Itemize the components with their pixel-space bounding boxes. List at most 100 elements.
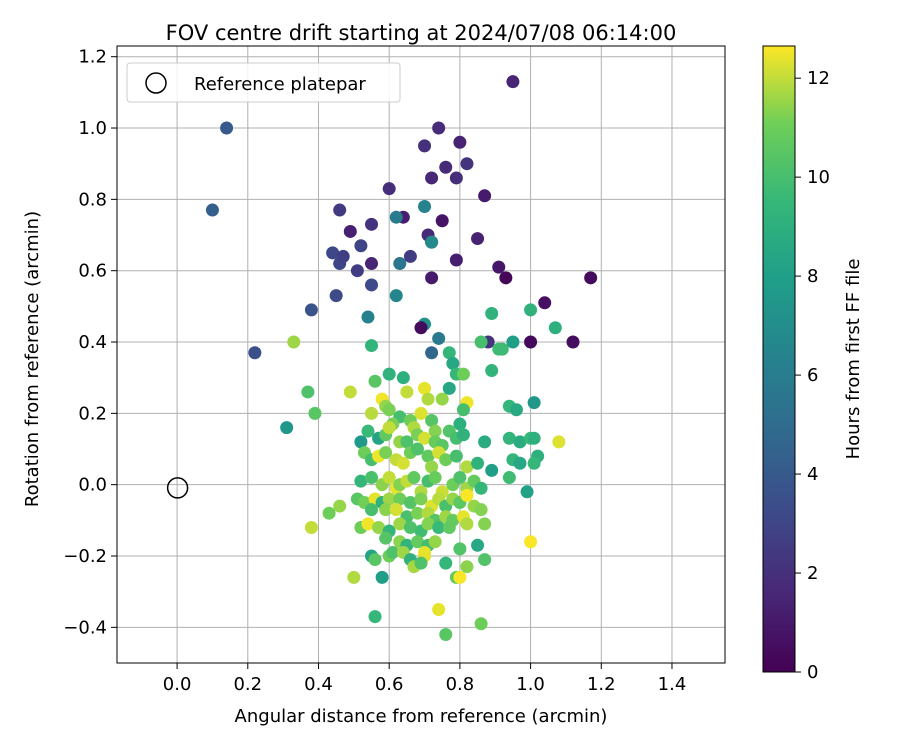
scatter-point xyxy=(432,603,446,617)
scatter-point xyxy=(396,456,410,470)
scatter-point xyxy=(449,171,463,185)
scatter-point xyxy=(386,545,400,559)
scatter-point xyxy=(425,346,439,360)
scatter-point xyxy=(333,499,347,513)
scatter-point xyxy=(280,421,294,435)
scatter-point xyxy=(326,246,340,260)
scatter-point xyxy=(365,339,379,353)
x-tick-label: 0.4 xyxy=(304,674,333,695)
scatter-point xyxy=(407,471,421,485)
scatter-point xyxy=(456,367,470,381)
scatter-point xyxy=(410,535,424,549)
scatter-point xyxy=(375,570,389,584)
scatter-point xyxy=(382,182,396,196)
legend-reference-marker xyxy=(145,72,167,94)
x-tick-label: 1.2 xyxy=(587,674,616,695)
y-tick-label: 0.2 xyxy=(78,403,107,424)
colorbar-tick-label: 10 xyxy=(807,167,830,188)
x-tick-label: 1.0 xyxy=(516,674,545,695)
scatter-point xyxy=(499,271,513,285)
colorbar-ticks: 0 2 4 6 8 10 12 xyxy=(795,68,830,683)
colorbar-tick-label: 4 xyxy=(807,464,818,485)
y-tick-label: 0.4 xyxy=(78,332,107,353)
scatter-point xyxy=(453,542,467,556)
scatter-point xyxy=(379,531,393,545)
scatter-point xyxy=(287,335,301,349)
colorbar-tick-label: 2 xyxy=(807,563,818,584)
scatter-point xyxy=(418,431,432,445)
scatter-point xyxy=(524,303,538,317)
scatter-point xyxy=(421,449,435,463)
scatter-point xyxy=(524,535,538,549)
scatter-point xyxy=(304,303,318,317)
scatter-point xyxy=(538,296,552,310)
scatter-point xyxy=(566,335,580,349)
scatter-point xyxy=(400,385,414,399)
scatter-point xyxy=(343,224,357,238)
scatter-point xyxy=(520,485,534,499)
scatter-point xyxy=(347,570,361,584)
scatter-point xyxy=(478,517,492,531)
scatter-point xyxy=(308,406,322,420)
y-tick-label: −0.4 xyxy=(63,617,107,638)
scatter-point xyxy=(368,553,382,567)
scatter-point xyxy=(460,488,474,502)
scatter-point xyxy=(471,456,485,470)
scatter-point xyxy=(382,471,396,485)
scatter-point xyxy=(382,492,396,506)
data-points xyxy=(205,75,598,641)
y-tick-label: 1.2 xyxy=(78,47,107,68)
scatter-point xyxy=(439,556,453,570)
scatter-point xyxy=(425,413,439,427)
scatter-point xyxy=(527,396,541,410)
scatter-point xyxy=(421,392,435,406)
scatter-point xyxy=(365,503,379,517)
scatter-point xyxy=(382,367,396,381)
scatter-point xyxy=(471,538,485,552)
scatter-point xyxy=(485,306,499,320)
scatter-point xyxy=(382,403,396,417)
y-tick-label: 0.6 xyxy=(78,261,107,282)
colorbar-gradient xyxy=(762,45,796,673)
scatter-point xyxy=(389,289,403,303)
scatter-point xyxy=(304,520,318,534)
scatter-point xyxy=(453,135,467,149)
scatter-point xyxy=(474,503,488,517)
scatter-point xyxy=(471,232,485,246)
legend-box xyxy=(126,62,401,103)
scatter-point xyxy=(393,517,407,531)
scatter-point xyxy=(368,610,382,624)
scatter-point xyxy=(428,424,442,438)
scatter-point xyxy=(435,214,449,228)
scatter-point xyxy=(414,556,428,570)
y-tick-label: −0.2 xyxy=(63,546,107,567)
scatter-point xyxy=(509,403,523,417)
scatter-point xyxy=(425,460,439,474)
scatter-point xyxy=(442,346,456,360)
scatter-point xyxy=(460,157,474,171)
scatter-point xyxy=(453,570,467,584)
x-tick-label: 0.6 xyxy=(375,674,404,695)
scatter-point xyxy=(350,264,364,278)
scatter-point xyxy=(527,456,541,470)
scatter-point xyxy=(329,289,343,303)
colorbar-tick-label: 6 xyxy=(807,365,818,386)
scatter-point xyxy=(442,381,456,395)
scatter-point xyxy=(414,321,428,335)
y-axis-ticks: −0.4 −0.2 0.0 0.2 0.4 0.6 0.8 1.0 1.2 xyxy=(63,47,117,638)
scatter-point xyxy=(414,492,428,506)
scatter-point xyxy=(474,481,488,495)
x-tick-label: 1.4 xyxy=(658,674,687,695)
scatter-point xyxy=(548,321,562,335)
scatter-point xyxy=(456,428,470,442)
scatter-point xyxy=(410,442,424,456)
scatter-point xyxy=(414,406,428,420)
scatter-point xyxy=(382,421,396,435)
scatter-point xyxy=(425,271,439,285)
scatter-point xyxy=(502,431,516,445)
scatter-point xyxy=(446,356,460,370)
colorbar-label: Hours from first FF file xyxy=(843,259,864,460)
scatter-point xyxy=(460,517,474,531)
scatter-point xyxy=(460,560,474,574)
